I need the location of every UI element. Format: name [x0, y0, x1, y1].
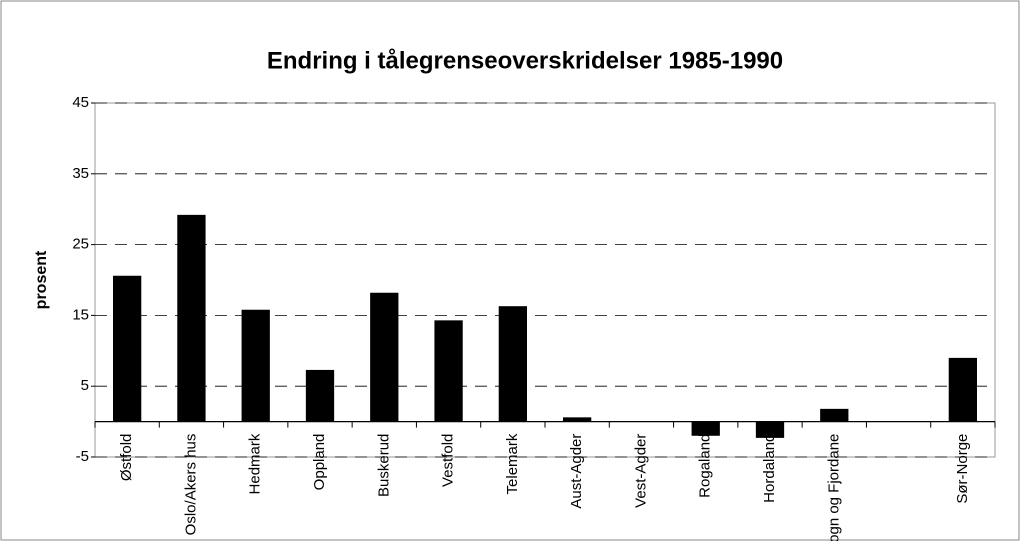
- x-tick-label: Aust-Agder: [568, 434, 585, 509]
- x-tick-label: Telemark: [504, 433, 521, 494]
- bar: [370, 292, 399, 422]
- bar: [113, 275, 142, 422]
- x-tick-label: Sør-Norge: [954, 434, 971, 504]
- bar: [563, 417, 592, 422]
- x-tick-label: Rogaland: [697, 434, 714, 498]
- bar: [755, 421, 785, 438]
- bar: [305, 369, 335, 422]
- bar: [498, 306, 527, 422]
- x-tick-label: Vestfold: [440, 434, 457, 487]
- chart-title: Endring i tålegrenseoverskridelser 1985-…: [267, 47, 783, 74]
- bar: [241, 309, 270, 422]
- y-axis-label: prosent: [33, 250, 50, 309]
- y-tick-label: 35: [72, 165, 89, 182]
- x-tick-label: Buskerud: [375, 434, 392, 497]
- y-tick-label: -5: [76, 448, 89, 465]
- x-tick-label: Hedmark: [247, 433, 264, 494]
- y-tick-label: 15: [72, 306, 89, 323]
- bar: [820, 408, 849, 422]
- y-tick-label: 45: [72, 94, 89, 111]
- bar: [691, 421, 720, 436]
- x-tick-label: Hordaland: [761, 434, 778, 503]
- x-tick-label: Oslo/Akers hus: [182, 434, 199, 536]
- bar: [948, 357, 977, 422]
- bar: [434, 320, 463, 422]
- x-tick-label: Oppland: [311, 434, 328, 491]
- y-tick-label: 5: [81, 377, 89, 394]
- x-tick-label: Sogn og Fjordane: [825, 434, 842, 541]
- x-tick-label: Vest-Agder: [632, 434, 649, 508]
- x-tick-label: Østfold: [118, 434, 135, 482]
- y-tick-label: 25: [72, 236, 89, 253]
- bar: [177, 214, 206, 422]
